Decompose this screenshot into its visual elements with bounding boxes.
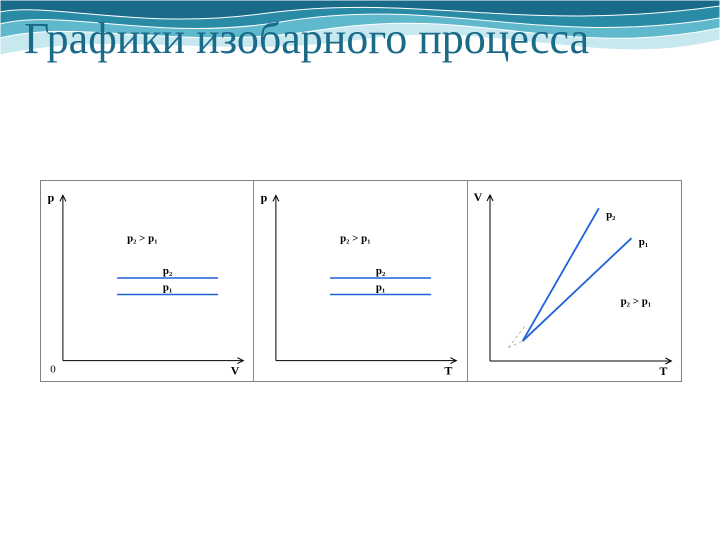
svg-text:p₂: p₂ [163,265,172,277]
chart-panel-1: p Tp₂ p₁ p₂ > p₁ [254,181,467,381]
svg-text:V: V [473,190,482,204]
svg-text:p₁: p₁ [376,282,385,294]
svg-text:p₂ > p₁: p₂ > p₁ [620,296,651,308]
chart-panel-0: p V 0 p₂ p₁ p₂ > p₁ [41,181,254,381]
svg-text:p: p [261,190,268,204]
chart-panel-2: V Tp₂ p₁ p₂ > p₁ [468,181,681,381]
svg-text:p₂ > p₁: p₂ > p₁ [127,233,157,245]
svg-text:p₂: p₂ [376,265,385,277]
svg-text:p₁: p₁ [638,236,647,248]
svg-text:T: T [659,364,667,378]
svg-text:p₂: p₂ [606,209,616,221]
svg-text:p: p [48,190,55,204]
charts-row: p V 0 p₂ p₁ p₂ > p₁ p Tp₂ p₁ p₂ > p₁ V Tp₂ p₁ p₂ > p₁ [40,180,682,382]
svg-text:p₂ > p₁: p₂ > p₁ [340,233,370,245]
svg-text:T: T [445,364,453,378]
svg-text:0: 0 [50,364,56,376]
svg-text:p₁: p₁ [163,282,172,294]
svg-text:V: V [231,364,240,378]
page-title: Графики изобарного процесса [24,14,589,64]
